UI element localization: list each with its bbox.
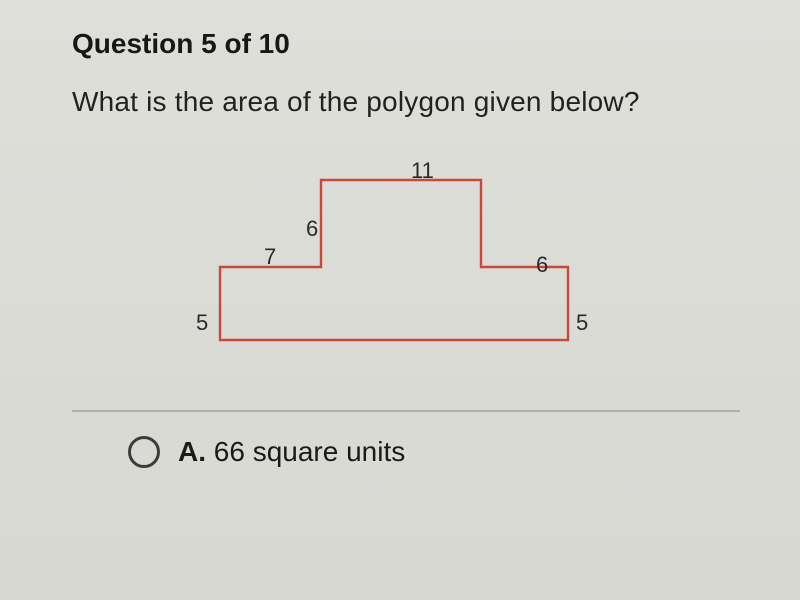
dim-left-7: 7	[264, 244, 276, 270]
radio-icon[interactable]	[128, 436, 160, 468]
dim-left-6: 6	[306, 216, 318, 242]
section-divider	[72, 410, 740, 412]
option-label: A. 66 square units	[178, 436, 405, 468]
dim-left-5: 5	[196, 310, 208, 336]
dim-right-5: 5	[576, 310, 588, 336]
question-header: Question 5 of 10	[72, 28, 740, 60]
answer-option-a[interactable]: A. 66 square units	[72, 436, 740, 468]
option-letter: A.	[178, 436, 206, 467]
polygon-figure: 11 6 7 6 5 5	[186, 152, 626, 382]
option-text: 66 square units	[214, 436, 405, 467]
dim-top-11: 11	[411, 158, 434, 184]
question-page: Question 5 of 10 What is the area of the…	[0, 0, 800, 600]
polygon-svg	[186, 152, 626, 382]
question-prompt: What is the area of the polygon given be…	[72, 86, 740, 118]
dim-right-6: 6	[536, 252, 548, 278]
